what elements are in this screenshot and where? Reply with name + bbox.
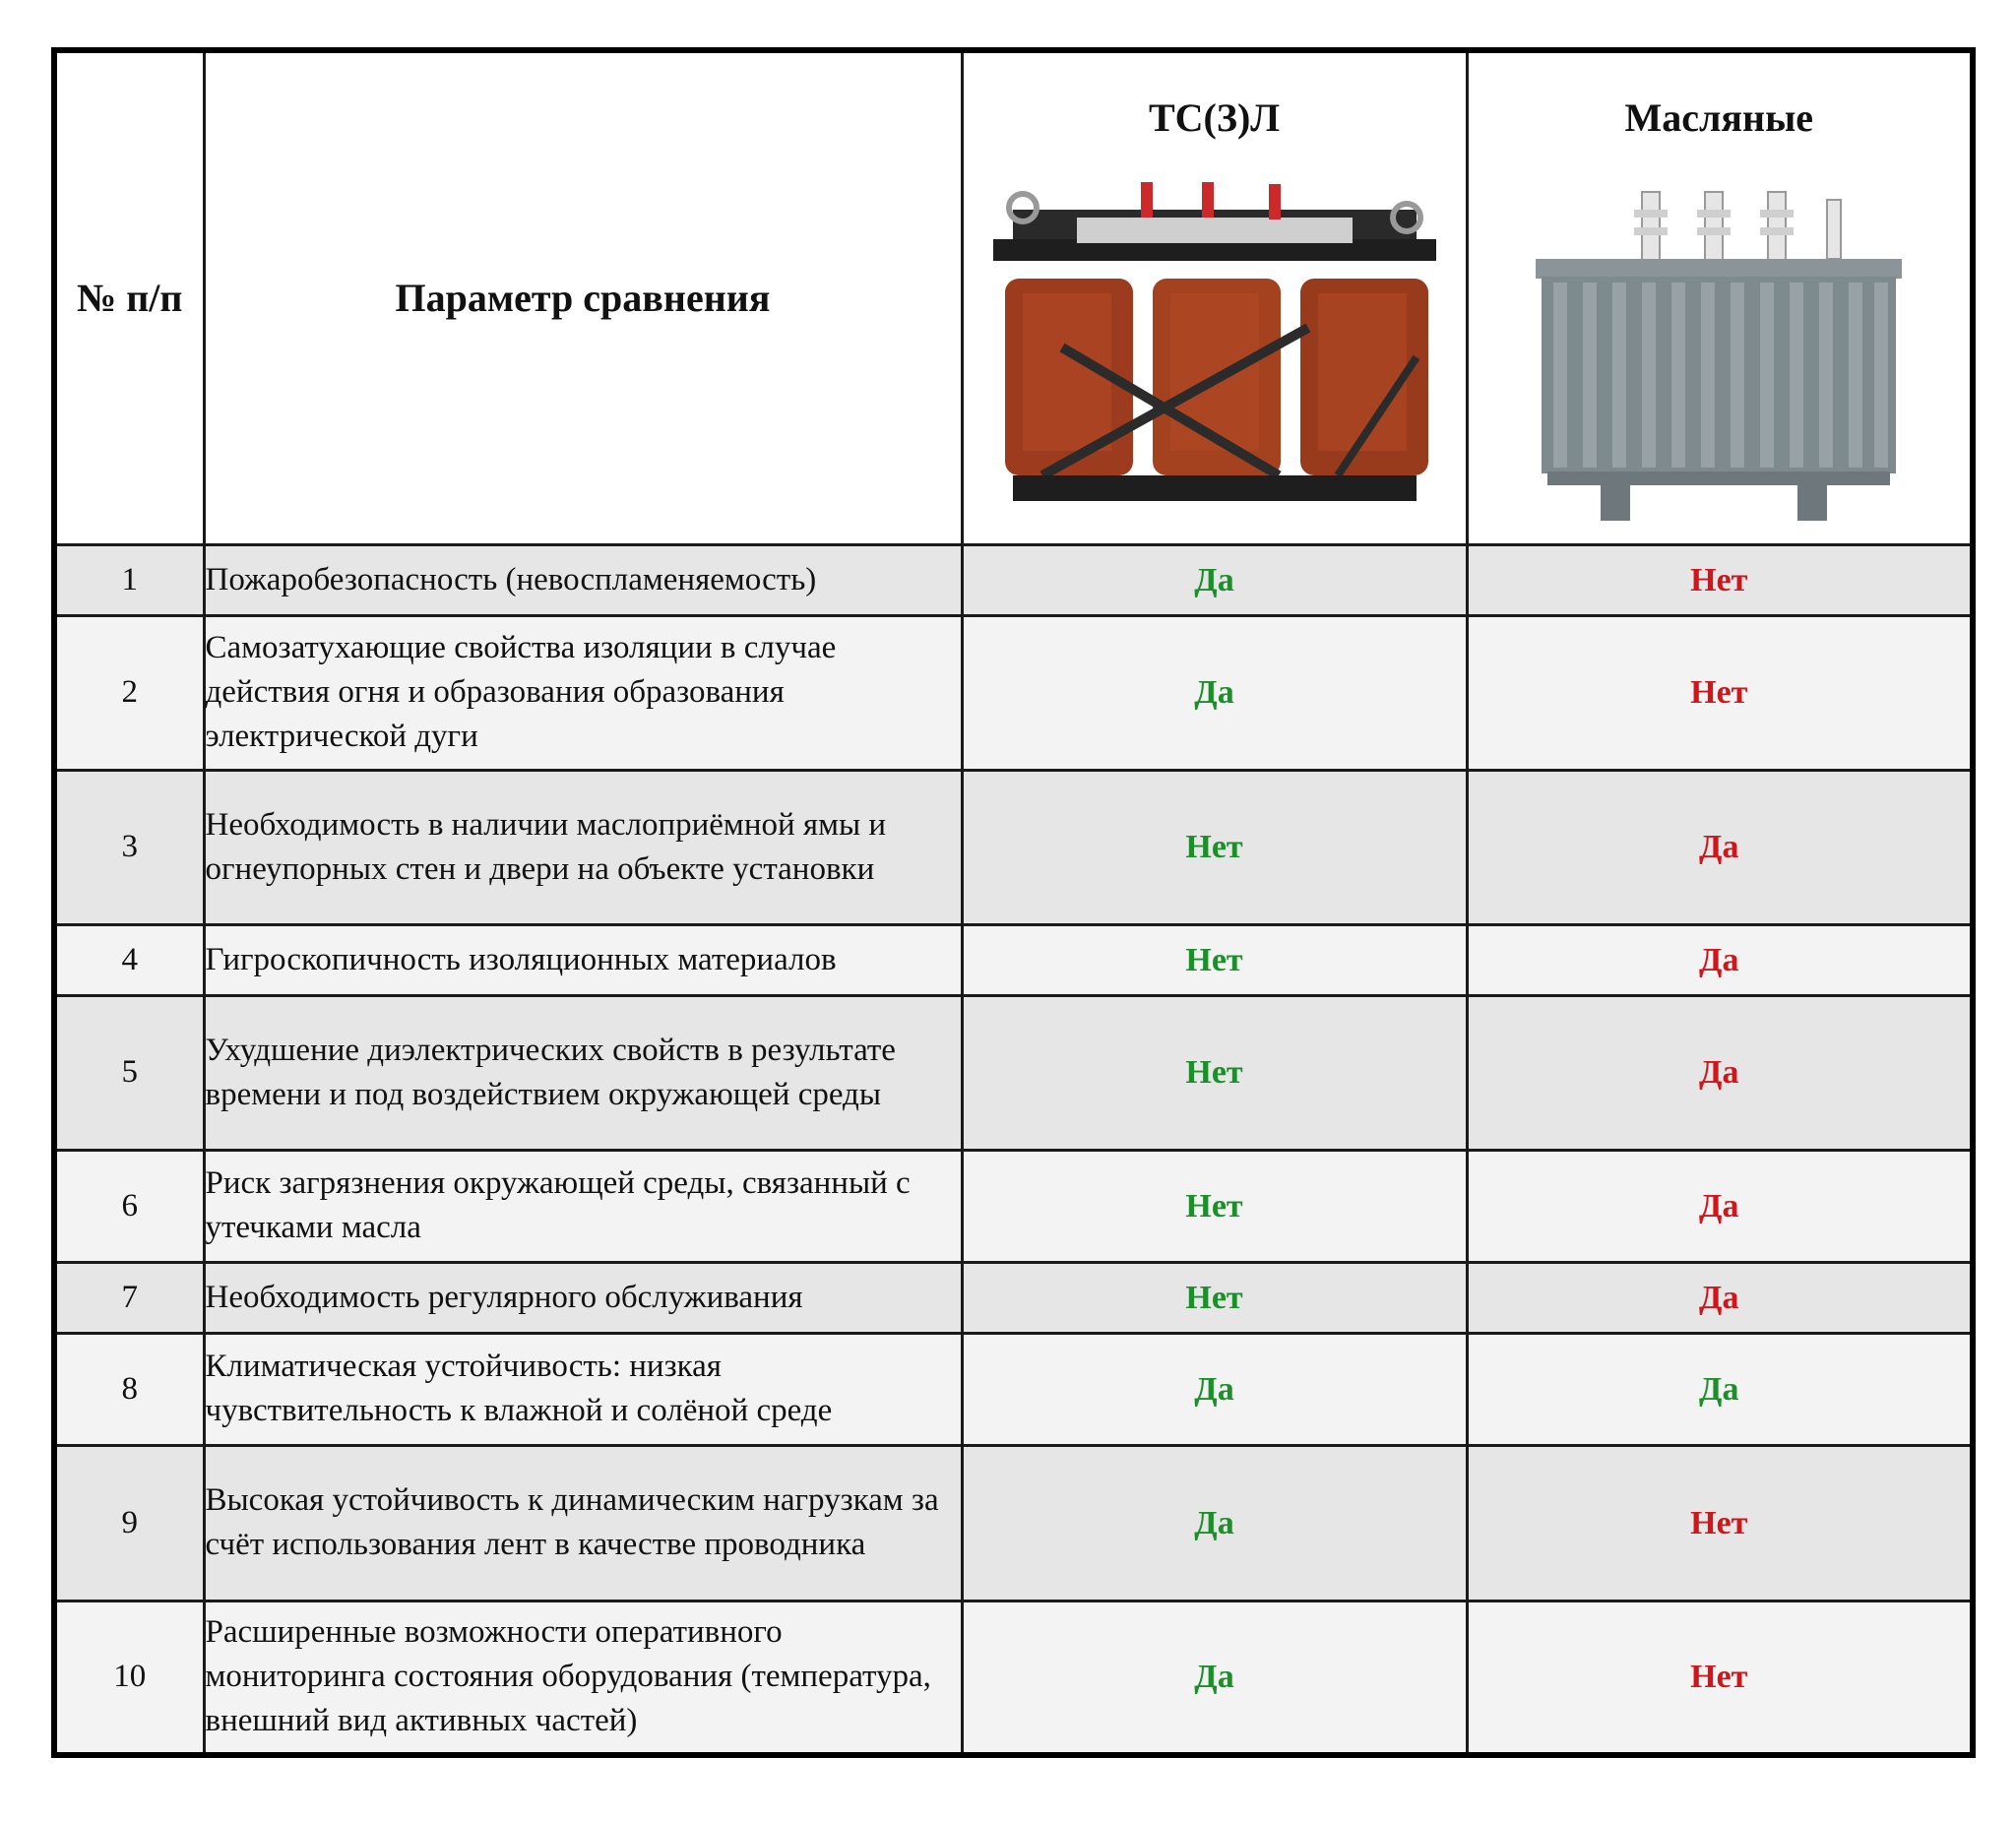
table-row: 5 Ухудшение диэлектрических свойств в ре…: [52, 993, 1975, 1152]
table-row: 1 Пожаробезопасность (невоспламеняемость…: [52, 542, 1975, 617]
header-row: № п/п Параметр сравнения ТС(З)Л: [52, 48, 1975, 546]
table-row: 10 Расширенные возможности оперативного …: [52, 1599, 1975, 1757]
row-value-a: Да: [960, 1331, 1469, 1447]
row-value-a: Нет: [960, 768, 1469, 926]
row-param: Высокая устойчивость к динамическим нагр…: [202, 1443, 964, 1602]
row-param: Самозатухающие свойства изоляции в случа…: [202, 613, 964, 772]
row-param: Гигроскопичность изоляционных материалов: [202, 922, 964, 997]
table-row: 2 Самозатухающие свойства изоляции в слу…: [52, 613, 1975, 772]
row-param: Необходимость регулярного обслуживания: [202, 1260, 964, 1335]
row-value-a: Нет: [960, 993, 1469, 1152]
product-a-title: ТС(З)Л: [1148, 95, 1281, 140]
row-value-a: Да: [960, 1443, 1469, 1602]
row-num: 10: [52, 1599, 206, 1757]
comparison-table: № п/п Параметр сравнения ТС(З)Л: [51, 47, 1976, 1758]
row-num: 5: [52, 993, 206, 1152]
product-b-title: Масляные: [1624, 95, 1814, 140]
row-value-a: Да: [960, 542, 1469, 617]
row-num: 4: [52, 922, 206, 997]
header-param: Параметр сравнения: [202, 48, 964, 546]
row-value-a: Нет: [960, 1260, 1469, 1335]
row-value-b: Да: [1465, 768, 1975, 926]
row-num: 3: [52, 768, 206, 926]
row-param: Необходимость в наличии маслоприёмной ям…: [202, 768, 964, 926]
row-value-b: Да: [1465, 1260, 1975, 1335]
table-row: 3 Необходимость в наличии маслоприёмной …: [52, 768, 1975, 926]
row-num: 1: [52, 542, 206, 617]
table-row: 9 Высокая устойчивость к динамическим на…: [52, 1443, 1975, 1602]
row-num: 7: [52, 1260, 206, 1335]
header-num: № п/п: [52, 48, 206, 546]
row-value-a: Да: [960, 613, 1469, 772]
row-param: Климатическая устойчивость: низкая чувст…: [202, 1331, 964, 1447]
row-value-b: Нет: [1465, 613, 1975, 772]
header-product-a: ТС(З)Л: [960, 48, 1469, 546]
row-value-b: Да: [1465, 1331, 1975, 1447]
row-value-b: Да: [1465, 993, 1975, 1152]
row-value-a: Да: [960, 1599, 1469, 1757]
row-param: Ухудшение диэлектрических свойств в резу…: [202, 993, 964, 1152]
row-num: 6: [52, 1148, 206, 1264]
row-value-b: Нет: [1465, 1599, 1975, 1757]
row-value-a: Нет: [960, 922, 1469, 997]
row-value-b: Да: [1465, 1148, 1975, 1264]
oil-transformer-image: [1536, 191, 1903, 521]
table-row: 8 Климатическая устойчивость: низкая чув…: [52, 1331, 1975, 1447]
row-value-b: Нет: [1465, 542, 1975, 617]
row-value-b: Да: [1465, 922, 1975, 997]
table-row: 7 Необходимость регулярного обслуживания…: [52, 1260, 1975, 1335]
row-num: 9: [52, 1443, 206, 1602]
row-param: Расширенные возможности оперативного мон…: [202, 1599, 964, 1757]
row-param: Пожаробезопасность (невоспламеняемость): [202, 542, 964, 617]
table-row: 4 Гигроскопичность изоляционных материал…: [52, 922, 1975, 997]
dry-transformer-image: [992, 182, 1436, 501]
row-num: 2: [52, 613, 206, 772]
row-param: Риск загрязнения окружающей среды, связа…: [202, 1148, 964, 1264]
header-product-b: Масляные: [1465, 48, 1975, 546]
row-num: 8: [52, 1331, 206, 1447]
row-value-a: Нет: [960, 1148, 1469, 1264]
table-row: 6 Риск загрязнения окружающей среды, свя…: [52, 1148, 1975, 1264]
row-value-b: Нет: [1465, 1443, 1975, 1602]
